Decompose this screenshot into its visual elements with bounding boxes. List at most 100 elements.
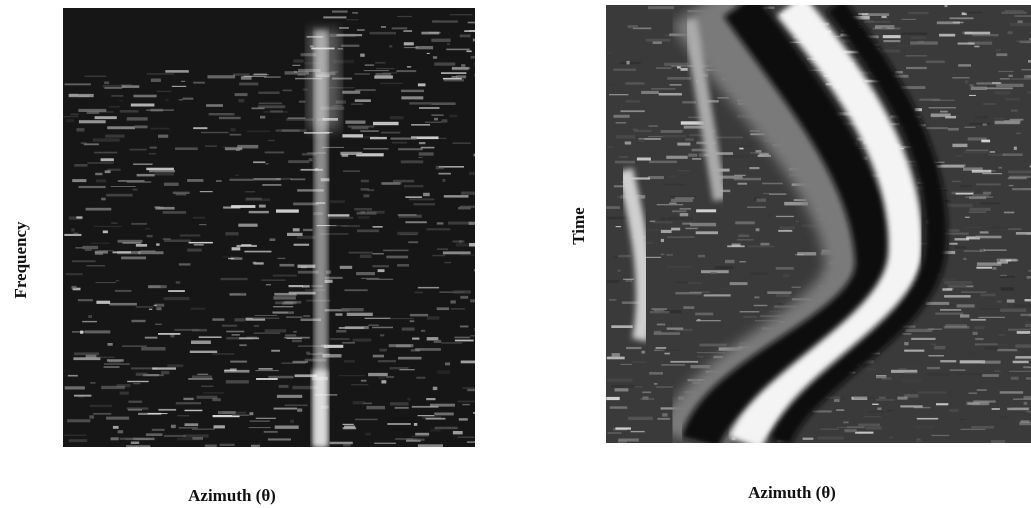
noise-streak bbox=[992, 267, 997, 270]
noise-streak bbox=[621, 37, 627, 41]
noise-streak bbox=[1013, 398, 1031, 400]
noise-streak bbox=[431, 38, 451, 42]
noise-streak bbox=[462, 387, 475, 389]
noise-streak bbox=[449, 114, 458, 118]
noise-streak bbox=[342, 341, 355, 344]
noise-streak bbox=[675, 328, 693, 332]
noise-streak bbox=[245, 191, 256, 193]
noise-streak bbox=[397, 231, 419, 235]
noise-streak bbox=[146, 234, 153, 238]
noise-streak bbox=[430, 429, 441, 432]
noise-streak bbox=[270, 110, 283, 113]
noise-streak bbox=[106, 359, 124, 362]
noise-streak bbox=[279, 263, 295, 267]
noise-streak bbox=[1004, 10, 1024, 13]
noise-streak bbox=[677, 142, 691, 146]
noise-streak bbox=[421, 31, 440, 35]
noise-streak bbox=[607, 146, 613, 148]
noise-streak bbox=[411, 136, 439, 140]
noise-streak bbox=[175, 402, 201, 405]
noise-streak bbox=[104, 87, 123, 89]
noise-streak bbox=[273, 296, 296, 300]
noise-streak bbox=[970, 86, 987, 90]
noise-streak bbox=[690, 365, 711, 369]
noise-streak bbox=[654, 131, 676, 134]
noise-streak bbox=[901, 18, 916, 20]
noise-streak bbox=[170, 334, 175, 338]
y-axis-label: Frequency bbox=[11, 221, 30, 299]
noise-streak bbox=[442, 77, 462, 80]
noise-streak bbox=[167, 364, 184, 368]
noise-streak bbox=[974, 45, 980, 48]
noise-streak bbox=[294, 374, 317, 378]
noise-streak bbox=[68, 93, 94, 98]
noise-streak bbox=[441, 119, 448, 123]
noise-streak bbox=[360, 188, 369, 191]
noise-streak bbox=[849, 16, 870, 20]
noise-streak bbox=[670, 360, 699, 363]
noise-streak bbox=[914, 108, 922, 112]
noise-streak bbox=[1017, 20, 1023, 24]
noise-streak bbox=[856, 148, 874, 149]
noise-streak bbox=[998, 70, 1014, 73]
noise-streak bbox=[359, 254, 372, 258]
noise-streak bbox=[633, 129, 652, 133]
noise-streak bbox=[396, 344, 411, 348]
noise-streak bbox=[881, 15, 887, 19]
noise-streak bbox=[625, 100, 640, 103]
noise-streak bbox=[968, 402, 980, 405]
noise-streak bbox=[297, 189, 324, 192]
noise-streak bbox=[163, 297, 190, 301]
noise-streak bbox=[219, 443, 235, 446]
noise-streak bbox=[225, 380, 249, 384]
noise-streak bbox=[258, 105, 286, 109]
noise-streak bbox=[429, 403, 455, 407]
noise-streak bbox=[376, 68, 395, 70]
noise-streak bbox=[677, 66, 681, 69]
noise-streak bbox=[827, 112, 856, 116]
noise-streak bbox=[914, 425, 935, 429]
noise-streak bbox=[606, 356, 625, 360]
noise-streak bbox=[682, 101, 696, 104]
noise-streak bbox=[448, 221, 473, 225]
noise-streak bbox=[328, 216, 354, 219]
noise-streak bbox=[116, 384, 131, 388]
noise-streak bbox=[399, 369, 415, 371]
noise-streak bbox=[379, 82, 403, 85]
noise-streak bbox=[1013, 146, 1017, 150]
noise-streak bbox=[779, 226, 795, 229]
noise-streak bbox=[959, 360, 986, 364]
noise-streak bbox=[284, 336, 310, 339]
noise-streak bbox=[996, 258, 1017, 262]
noise-streak bbox=[667, 77, 692, 80]
noise-streak bbox=[655, 67, 672, 69]
noise-streak bbox=[747, 206, 766, 208]
noise-streak bbox=[963, 250, 982, 252]
noise-streak bbox=[165, 70, 189, 73]
noise-streak bbox=[420, 146, 435, 149]
noise-streak bbox=[1007, 407, 1029, 411]
noise-streak bbox=[286, 316, 303, 318]
noise-streak bbox=[426, 398, 436, 401]
noise-streak bbox=[613, 68, 637, 71]
noise-streak bbox=[917, 40, 924, 43]
noise-streak bbox=[292, 64, 301, 66]
noise-streak bbox=[172, 191, 190, 194]
noise-streak bbox=[71, 228, 75, 232]
noise-streak bbox=[409, 320, 415, 323]
noise-streak bbox=[961, 291, 987, 293]
noise-streak bbox=[365, 432, 371, 436]
noise-streak bbox=[703, 100, 719, 103]
noise-streak bbox=[251, 444, 261, 447]
noise-streak bbox=[749, 129, 760, 132]
noise-streak bbox=[649, 160, 677, 164]
noise-streak bbox=[1021, 69, 1031, 71]
noise-streak bbox=[795, 220, 799, 223]
noise-streak bbox=[189, 350, 218, 353]
noise-streak bbox=[108, 359, 121, 363]
noise-streak bbox=[797, 236, 809, 238]
noise-streak bbox=[380, 334, 385, 337]
noise-streak bbox=[336, 330, 347, 333]
noise-streak bbox=[988, 170, 996, 172]
noise-streak bbox=[391, 27, 408, 30]
